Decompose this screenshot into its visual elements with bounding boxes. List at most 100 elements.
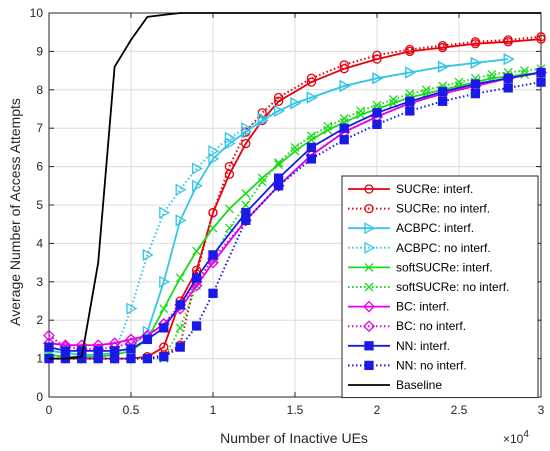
data-point: [290, 146, 300, 156]
data-point: [159, 206, 171, 219]
legend-entry: BC: no interf.: [348, 319, 466, 333]
data-point: [503, 35, 513, 45]
data-point: [109, 353, 120, 364]
data-point: [405, 96, 415, 106]
data-point: [372, 50, 382, 60]
data-point: [126, 344, 136, 354]
legend-entry: BC: interf.: [348, 300, 449, 314]
data-point: [208, 250, 218, 260]
x-multiplier-exponent: 4: [523, 429, 529, 440]
data-point: [520, 69, 530, 79]
data-point: [224, 204, 234, 214]
y-tick-label: 10: [30, 6, 44, 20]
legend-box: [341, 175, 539, 399]
y-tick-label: 6: [36, 160, 43, 174]
x-tick-label: 2: [374, 403, 381, 417]
data-point: [306, 77, 317, 87]
data-point: [364, 262, 374, 272]
data-point: [364, 360, 374, 371]
data-point: [536, 77, 546, 87]
y-tick-label: 8: [36, 83, 43, 97]
data-point: [503, 52, 515, 66]
data-point: [339, 60, 349, 70]
data-point: [273, 181, 284, 191]
data-point: [339, 79, 351, 93]
x-axis-label: Number of Inactive UEs: [220, 430, 368, 446]
data-point: [60, 346, 71, 356]
data-point: [372, 108, 382, 118]
legend-entry: ACBPC: no interf.: [348, 241, 491, 255]
x-tick-label: 0.5: [123, 403, 140, 417]
data-point: [536, 32, 546, 42]
data-point: [192, 246, 202, 256]
data-point: [405, 89, 415, 99]
legend-label: ACBPC: no interf.: [396, 241, 491, 255]
data-point: [273, 173, 284, 183]
data-point: [208, 152, 220, 166]
data-point: [142, 353, 153, 364]
data-point: [257, 173, 267, 183]
data-point: [520, 66, 530, 76]
legend-label: NN: no interf.: [396, 358, 467, 372]
data-point: [241, 208, 251, 218]
data-point: [364, 282, 374, 292]
data-point: [372, 119, 382, 130]
data-point: [487, 69, 497, 79]
y-axis-label: Average Number of Access Attempts: [7, 98, 23, 326]
data-point: [175, 323, 185, 333]
data-point: [93, 353, 103, 364]
legend-entry: ACBPC: interf.: [348, 221, 474, 235]
y-tick-label: 2: [36, 313, 43, 327]
data-point: [306, 142, 317, 153]
data-point: [339, 64, 349, 74]
data-point: [470, 79, 481, 89]
data-point: [43, 329, 55, 342]
data-point: [257, 112, 269, 125]
series-nn-no-interf: [44, 77, 546, 364]
legend-label: NN: interf.: [396, 339, 450, 353]
data-point: [159, 304, 169, 314]
data-point: [175, 183, 187, 196]
x-tick-label: 3: [538, 403, 545, 417]
legend: SUCRe: interf. SUCRe: no interf. ACBPC: in…: [341, 175, 539, 399]
data-point: [388, 94, 398, 104]
data-point: [372, 72, 384, 85]
data-point: [274, 160, 284, 170]
data-point: [363, 320, 375, 333]
y-tick-label: 7: [36, 121, 43, 135]
data-point: [273, 92, 284, 103]
legend-label: softSUCRe: interf.: [396, 260, 493, 274]
data-point: [503, 83, 513, 93]
data-point: [257, 177, 267, 187]
legend-entry: SUCRe: no interf.: [348, 202, 490, 216]
data-point: [126, 302, 138, 315]
data-point: [339, 123, 349, 133]
data-point: [306, 154, 317, 164]
legend-entry: NN: no interf.: [348, 358, 467, 372]
data-point: [470, 88, 481, 99]
data-point: [159, 323, 169, 333]
y-tick-label: 5: [36, 198, 43, 212]
data-point: [306, 73, 317, 83]
y-tick-label: 0: [36, 390, 43, 404]
data-point: [191, 162, 203, 175]
series-baseline: [49, 12, 541, 360]
series-nn-interf: [44, 67, 546, 356]
data-point: [405, 44, 415, 55]
data-point: [44, 342, 54, 352]
series-line: [49, 12, 541, 360]
data-point: [363, 300, 375, 313]
data-point: [339, 114, 349, 124]
data-point: [142, 248, 154, 262]
data-point: [175, 273, 185, 283]
data-point: [257, 108, 267, 118]
data-point: [159, 275, 171, 288]
x-tick-label: 1: [210, 403, 217, 417]
data-point: [536, 67, 546, 78]
x-tick-label: 0: [46, 403, 53, 417]
series-layer: [43, 12, 547, 364]
data-point: [208, 208, 218, 218]
data-point: [364, 222, 376, 235]
data-point: [290, 142, 300, 152]
